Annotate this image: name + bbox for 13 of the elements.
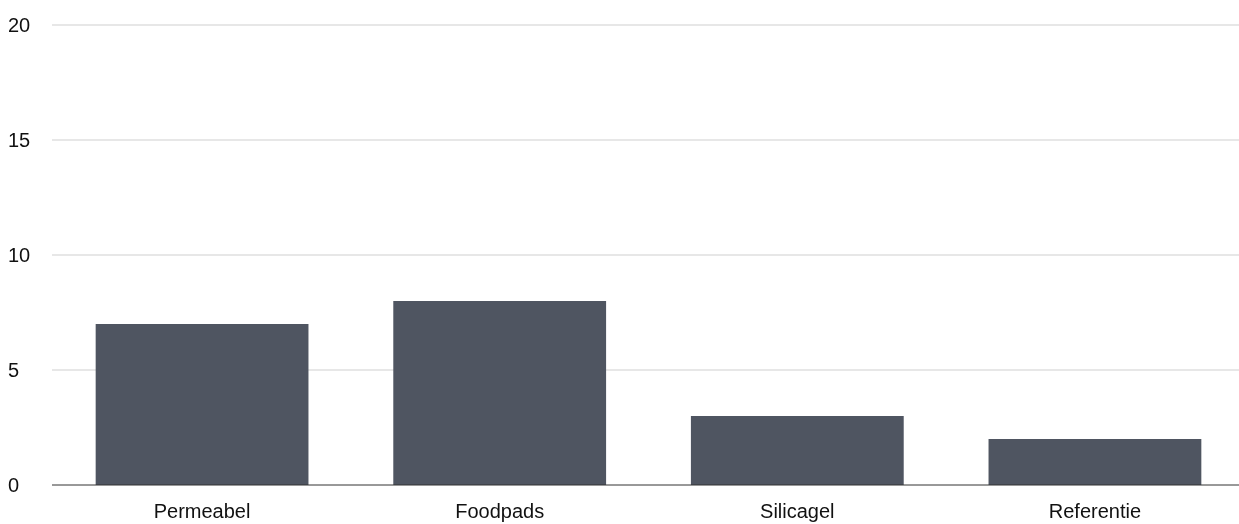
y-tick-label: 20 <box>8 14 31 36</box>
x-tick-label: Referentie <box>1048 500 1142 522</box>
bar <box>988 439 1202 485</box>
x-tick-label: Permeabel <box>153 500 251 522</box>
y-tick-label: 5 <box>8 359 20 381</box>
bar <box>690 416 904 485</box>
y-tick-label: 10 <box>8 244 31 266</box>
bar <box>393 301 607 485</box>
y-tick-label: 0 <box>8 474 20 496</box>
x-tick-label: Silicagel <box>760 500 835 522</box>
y-tick-label: 15 <box>8 129 31 151</box>
bar <box>95 324 309 485</box>
x-tick-label: Foodpads <box>455 500 545 522</box>
